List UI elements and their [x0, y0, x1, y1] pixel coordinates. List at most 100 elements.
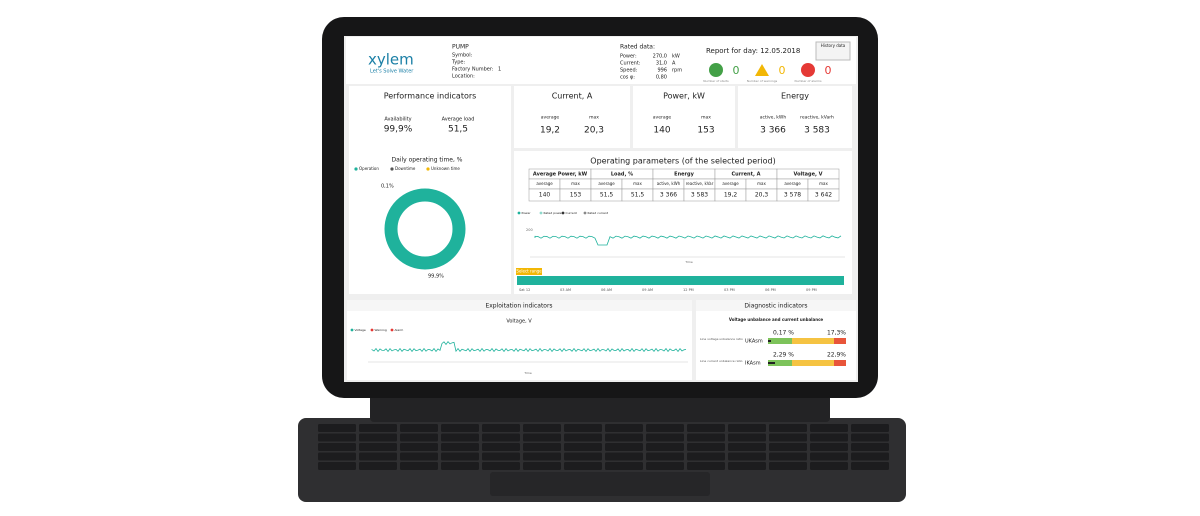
legend-label: Rated power [544, 211, 564, 215]
key [482, 424, 520, 432]
x-tick-label: 03 PM [724, 288, 735, 292]
range-button[interactable] [516, 268, 542, 275]
key [728, 443, 766, 451]
label: average [653, 115, 672, 121]
history-button-label: History data [821, 43, 846, 48]
panel-title: Power, kW [663, 92, 705, 101]
key [564, 424, 602, 432]
table-header: Average Power, kW [533, 172, 588, 178]
key [523, 424, 561, 432]
key [769, 433, 807, 442]
label: max [819, 181, 828, 186]
key [359, 452, 397, 461]
legend-label: Power [522, 211, 532, 215]
key [687, 462, 725, 470]
key [564, 433, 602, 442]
x-tick-label: 12 PM [683, 288, 694, 292]
legend-label: Current [566, 211, 578, 215]
panel-title: Energy [781, 92, 809, 101]
panel-title: Exploitation indicators [485, 303, 552, 310]
key [400, 452, 438, 461]
table-header: Energy [674, 172, 694, 178]
key [851, 462, 889, 470]
label: Line voltage unbalance ratio [700, 337, 743, 341]
key [810, 443, 848, 451]
key [851, 424, 889, 432]
label: max [701, 116, 711, 121]
key [810, 462, 848, 470]
legend-swatch [426, 167, 430, 171]
gauge-max: 17,3% [827, 330, 846, 337]
label: Power: [620, 54, 637, 60]
key [400, 443, 438, 451]
gauge-zone [768, 360, 792, 366]
key [605, 452, 643, 461]
keyboard-hinge [370, 394, 830, 422]
table-value: 3 366 [660, 192, 677, 199]
key [646, 462, 684, 470]
label: max [589, 116, 599, 121]
legend-label: Rated current [588, 211, 609, 215]
key [359, 424, 397, 432]
label: average [541, 115, 560, 121]
key [318, 462, 356, 470]
legend-label: Downtime [395, 166, 416, 171]
label: average [598, 181, 615, 186]
key [605, 462, 643, 470]
label: rpm [672, 68, 682, 74]
key [687, 433, 725, 442]
status-label: Number of alarms [794, 79, 821, 83]
x-tick-label: 06 AM [601, 288, 612, 292]
panel-title: Current, A [552, 92, 593, 101]
key [441, 452, 479, 461]
key [851, 443, 889, 451]
key [441, 424, 479, 432]
power-trace [534, 235, 842, 246]
key [441, 462, 479, 470]
legend-swatch [583, 211, 587, 215]
key [482, 452, 520, 461]
table-value: 3 578 [784, 192, 801, 199]
label: Location: [452, 74, 475, 80]
key [851, 452, 889, 461]
status-icon [801, 63, 815, 77]
key [400, 462, 438, 470]
key [810, 452, 848, 461]
x-tick-label: Sat 12 [519, 288, 530, 292]
gauge-value: 2,29 % [773, 352, 794, 359]
panel-title: Operating parameters (of the selected pe… [590, 157, 775, 166]
status-label: Number of starts [703, 79, 729, 83]
label: Type: [451, 60, 465, 66]
pump-title: PUMP [452, 44, 469, 51]
key [564, 462, 602, 470]
label: Factory Number: [452, 67, 494, 73]
tagline: Let's Solve Water [370, 69, 414, 75]
label: 31,0 [656, 61, 667, 67]
gauge-zone [834, 360, 846, 366]
donut [384, 188, 466, 270]
label: Time [523, 371, 531, 375]
history-button[interactable] [815, 41, 851, 61]
legend-label: Unknown time [431, 166, 460, 171]
key [400, 433, 438, 442]
table-value: 51,5 [600, 192, 614, 199]
label: kW [672, 54, 680, 60]
panel [514, 86, 630, 148]
key [318, 433, 356, 442]
label: cos φ: [620, 75, 635, 81]
legend-label: Voltage [355, 328, 366, 332]
key [728, 424, 766, 432]
status-icon [709, 63, 723, 77]
label: 270,0 [653, 54, 667, 60]
keys [318, 424, 889, 470]
panel-header [347, 300, 692, 311]
label: reactive, kVar [686, 181, 714, 186]
label: A [672, 61, 676, 67]
key [482, 443, 520, 451]
key [359, 443, 397, 451]
key [646, 443, 684, 451]
key [605, 443, 643, 451]
gauge-zone [792, 338, 834, 344]
label: Line current unbalance ratio [700, 359, 743, 363]
